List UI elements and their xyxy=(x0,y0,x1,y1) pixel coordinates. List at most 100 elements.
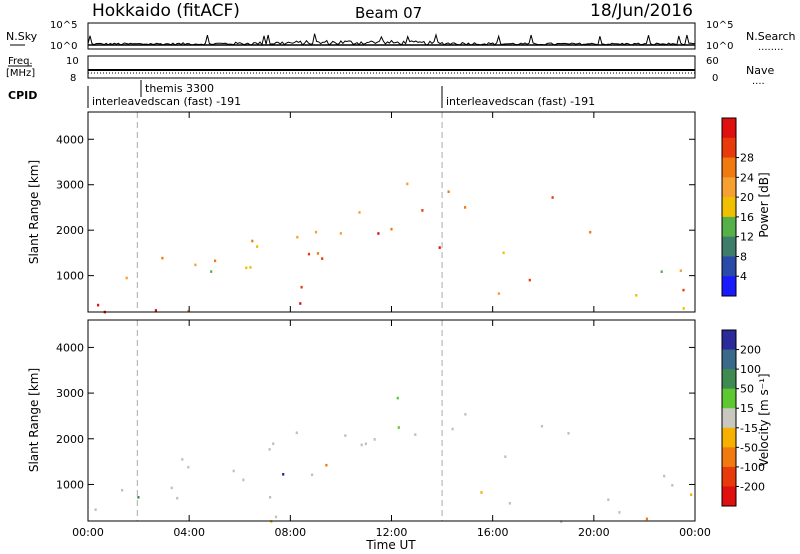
power-cell xyxy=(194,263,197,267)
power-cell xyxy=(447,190,450,193)
power-cell xyxy=(249,266,252,269)
power-cell xyxy=(125,276,128,280)
nsky-label: N.Sky xyxy=(6,30,38,43)
nsearch-tick-bottom: 10^0 xyxy=(706,41,733,52)
colorbar-swatch xyxy=(722,447,736,468)
colorbar-swatch xyxy=(722,408,736,429)
nsky-tick-bottom: 10^0 xyxy=(50,41,77,52)
velocity-cell xyxy=(414,433,417,436)
x-tick-label: 08:00 xyxy=(274,526,306,539)
nave-dots: .... xyxy=(752,76,765,87)
power-cell xyxy=(307,252,311,256)
velocity-cell xyxy=(170,486,173,490)
x-tick-label: 12:00 xyxy=(376,526,408,539)
velocity-panel: 1000 2000 3000 4000 00:00 04:00 08:00 12:00 16:… xyxy=(27,319,771,539)
power-colorbar-label: Power [dB] xyxy=(757,172,771,237)
power-cell xyxy=(299,302,302,305)
velocity-cell xyxy=(176,496,179,500)
power-panel-frame xyxy=(87,111,696,313)
power-y-ticks: 1000 2000 3000 4000 xyxy=(56,133,695,283)
cpid-label: CPID xyxy=(8,89,37,102)
power-cell xyxy=(97,303,100,307)
velocity-cell xyxy=(242,478,245,482)
nave-tick-top: 60 xyxy=(706,56,719,67)
velocity-ylabel: Slant Range [km] xyxy=(27,368,41,472)
velocity-cell xyxy=(344,434,347,437)
nsky-trace xyxy=(87,32,696,46)
y-tick-label: 1000 xyxy=(56,270,84,283)
power-panel: 1000 2000 3000 4000 Slant Range [km] 4 8 12 16… xyxy=(27,111,771,314)
colorbar-frame xyxy=(721,117,737,297)
velocity-cell xyxy=(645,517,648,521)
y-tick-label: 1000 xyxy=(56,478,84,491)
colorbar-swatch xyxy=(722,118,736,139)
colorbar-tick-label: -15 xyxy=(740,422,758,435)
freq-strip-frame xyxy=(87,55,696,79)
freq-label-line1: Freq. xyxy=(8,56,33,67)
velocity-cell xyxy=(396,396,399,400)
power-cell xyxy=(682,307,685,310)
colorbar-swatch xyxy=(722,466,736,487)
power-cell xyxy=(316,252,320,255)
colorbar-swatch xyxy=(722,157,736,178)
colorbar-swatch xyxy=(722,256,736,277)
velocity-cell xyxy=(295,431,298,435)
nsky-strip-frame xyxy=(87,22,696,50)
colorbar-tick-label: -100 xyxy=(740,461,765,474)
power-cell xyxy=(339,232,342,235)
power-cell xyxy=(421,209,424,212)
x-tick-label: 20:00 xyxy=(578,526,610,539)
velocity-cell xyxy=(671,484,674,487)
y-tick-label: 4000 xyxy=(56,133,84,146)
velocity-colorbar: 200 100 50 15 -15 -50 -100 -200 xyxy=(721,329,765,507)
nsearch-tick-top: 10^5 xyxy=(706,20,733,31)
x-tick-label: 04:00 xyxy=(173,526,205,539)
velocity-cell xyxy=(618,511,621,514)
nsearch-dots: ........ xyxy=(758,42,783,53)
colorbar-swatch xyxy=(722,236,736,257)
power-cell xyxy=(210,270,213,273)
colorbar-tick-label: 12 xyxy=(740,231,754,244)
y-tick-label: 3000 xyxy=(56,387,84,400)
colorbar-swatch xyxy=(722,216,736,238)
power-cell xyxy=(245,266,248,270)
colorbar-frame xyxy=(721,329,737,507)
velocity-panel-frame xyxy=(87,319,696,522)
y-tick-label: 2000 xyxy=(56,433,84,446)
velocity-cell xyxy=(268,448,271,451)
freq-tick-top: 10 xyxy=(66,56,79,67)
velocity-cell xyxy=(567,432,570,435)
nsearch-label: N.Search xyxy=(746,30,796,43)
power-x-ticks xyxy=(87,112,696,312)
colorbar-tick-label: 20 xyxy=(740,191,754,204)
beam-label: Beam 07 xyxy=(355,4,422,22)
velocity-cell xyxy=(690,493,693,496)
velocity-cell xyxy=(480,491,483,494)
colorbar-swatch xyxy=(722,276,736,297)
x-axis-title: Time UT xyxy=(365,538,416,552)
velocity-colorbar-label: Velocity [m s⁻¹] xyxy=(757,373,771,466)
power-cell xyxy=(358,211,361,214)
power-cell xyxy=(377,232,380,235)
velocity-cell xyxy=(373,438,376,441)
velocity-cell xyxy=(607,498,610,501)
nsky-tick-top: 10^5 xyxy=(50,20,77,31)
colorbar-swatch xyxy=(722,369,736,390)
x-tick-label: 00:00 xyxy=(679,526,711,539)
power-cell xyxy=(187,309,190,313)
power-cell xyxy=(214,259,217,263)
colorbar-swatch xyxy=(722,197,736,218)
velocity-cell xyxy=(464,413,467,416)
velocity-cell xyxy=(451,427,454,431)
cpid-themis: themis 3300 xyxy=(145,82,214,95)
power-cell xyxy=(406,182,409,186)
colorbar-tick-label: 16 xyxy=(740,211,754,224)
freq-tick-bottom: 8 xyxy=(70,73,76,84)
power-cell xyxy=(251,239,254,243)
velocity-cell xyxy=(560,520,563,523)
colorbar-tick-label: 50 xyxy=(740,383,754,396)
velocity-cell xyxy=(504,455,507,458)
nave-label: Nave xyxy=(746,64,774,77)
power-colorbar: 4 8 12 16 20 24 28 xyxy=(721,117,754,297)
